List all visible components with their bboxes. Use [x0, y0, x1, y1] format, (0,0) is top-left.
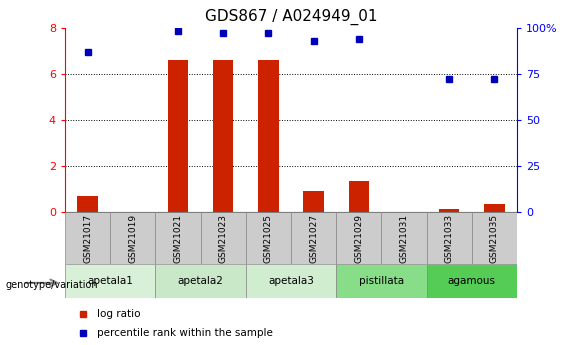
Text: GSM21019: GSM21019 — [128, 214, 137, 263]
Text: percentile rank within the sample: percentile rank within the sample — [97, 328, 272, 338]
Bar — [246, 212, 291, 264]
Text: log ratio: log ratio — [97, 309, 140, 319]
Text: genotype/variation: genotype/variation — [6, 280, 98, 289]
Text: apetala3: apetala3 — [268, 276, 314, 286]
Bar — [484, 204, 505, 212]
Text: GSM21029: GSM21029 — [354, 214, 363, 263]
Bar — [381, 212, 427, 264]
Text: GSM21017: GSM21017 — [83, 214, 92, 263]
Text: GSM21033: GSM21033 — [445, 214, 454, 263]
Bar — [472, 212, 517, 264]
Text: pistillata: pistillata — [359, 276, 404, 286]
Title: GDS867 / A024949_01: GDS867 / A024949_01 — [205, 9, 377, 25]
Bar — [65, 264, 155, 298]
Bar — [213, 60, 233, 212]
Text: apetala2: apetala2 — [177, 276, 224, 286]
Text: GSM21023: GSM21023 — [219, 214, 228, 263]
Bar — [336, 264, 427, 298]
Bar — [77, 196, 98, 212]
Text: GSM21031: GSM21031 — [399, 214, 408, 263]
Bar — [349, 181, 369, 212]
Bar — [258, 60, 279, 212]
Text: GSM21035: GSM21035 — [490, 214, 499, 263]
Bar — [336, 212, 381, 264]
Bar — [155, 264, 246, 298]
Text: GSM21027: GSM21027 — [309, 214, 318, 263]
Bar — [303, 191, 324, 212]
Bar — [201, 212, 246, 264]
Text: GSM21021: GSM21021 — [173, 214, 182, 263]
Bar — [439, 209, 459, 212]
Bar — [168, 60, 188, 212]
Bar — [291, 212, 336, 264]
Bar — [246, 264, 336, 298]
Bar — [155, 212, 201, 264]
Bar — [427, 212, 472, 264]
Text: agamous: agamous — [448, 276, 496, 286]
Bar — [110, 212, 155, 264]
Bar — [65, 212, 110, 264]
Text: apetala1: apetala1 — [87, 276, 133, 286]
Bar — [427, 264, 517, 298]
Text: GSM21025: GSM21025 — [264, 214, 273, 263]
